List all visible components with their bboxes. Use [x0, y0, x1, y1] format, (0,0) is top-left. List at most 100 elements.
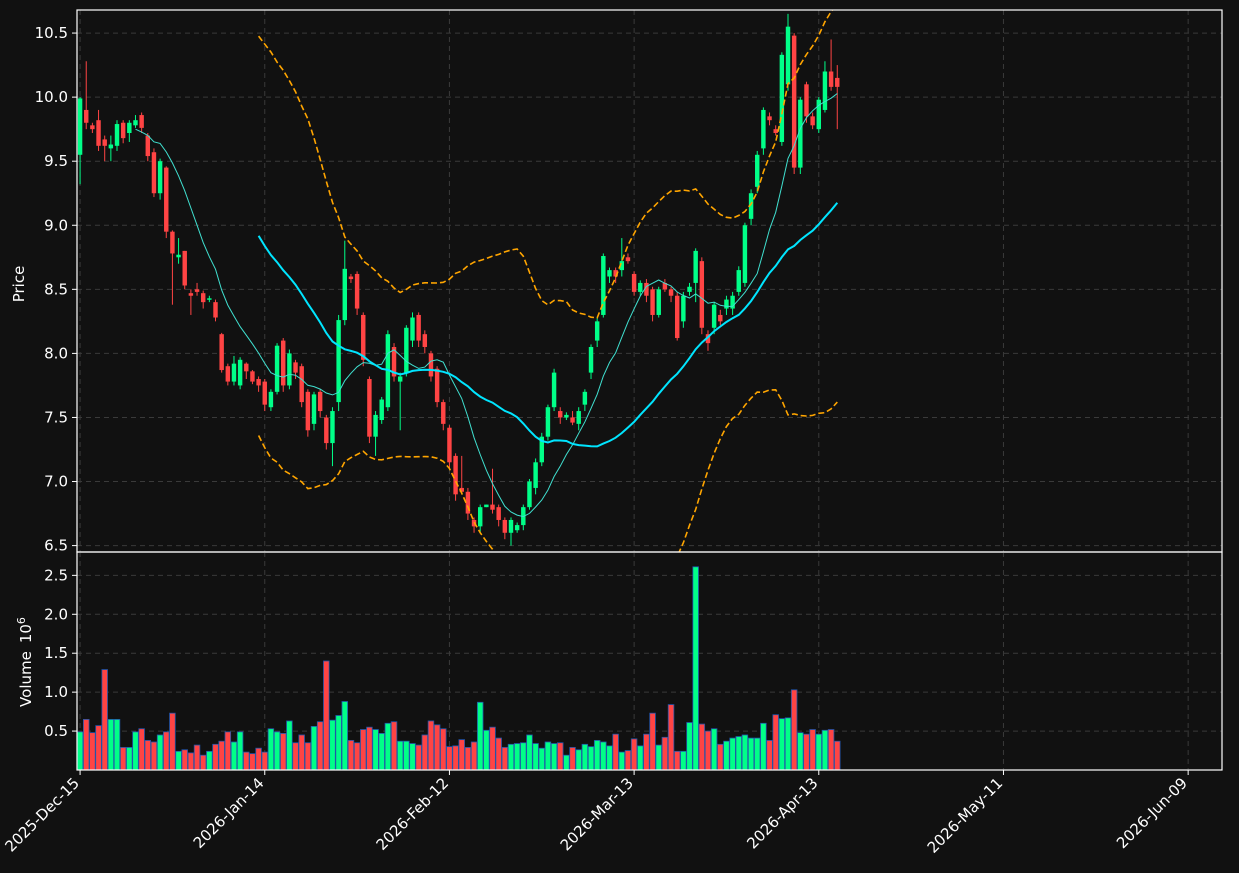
candle-body-down [699, 261, 705, 328]
candle-body-down [718, 314, 723, 322]
candle-body-down [668, 289, 674, 296]
price-tick-label: 7.0 [44, 473, 68, 491]
price-tick-label: 8.0 [44, 344, 68, 362]
volume-bar-down [323, 660, 330, 771]
candle-body-down [348, 276, 354, 280]
price-tick-label: 10.5 [35, 24, 68, 42]
candle-body-down [767, 116, 772, 121]
price-tick-label: 7.5 [44, 408, 68, 426]
candle-body-up [822, 71, 828, 110]
candle-body-down [151, 152, 157, 194]
candle-body-down [441, 402, 446, 424]
volume-bar-up [526, 734, 533, 771]
volume-bar-up [520, 742, 527, 771]
candle-body-down [324, 417, 329, 444]
volume-bar-down [421, 734, 429, 771]
candle-body-up [477, 507, 483, 527]
candle-body-up [582, 391, 588, 405]
volume-bar-up [593, 740, 601, 771]
volume-bar-down [501, 747, 509, 771]
candle-body-up [404, 327, 409, 373]
volume-tick-label: 0.5 [44, 722, 68, 740]
candle-body-up [748, 193, 754, 219]
candle-body-up [176, 254, 181, 258]
candle-body-up [681, 295, 686, 322]
volume-bar-up [741, 734, 749, 771]
volume-bar-down [83, 718, 90, 771]
volume-bar-up [784, 717, 792, 771]
volume-bar-up [760, 722, 767, 771]
candle-body-up [619, 261, 625, 271]
candle-body-down [459, 487, 464, 492]
price-overlays [135, 10, 839, 552]
candle-body-up [816, 99, 822, 130]
volume-bar-down [673, 750, 681, 771]
candle-body-up [761, 109, 766, 149]
candle-body-up [736, 270, 741, 292]
candle-body-down [613, 270, 618, 277]
candle-body-down [422, 334, 428, 347]
volume-bar-up [655, 744, 662, 771]
volume-bar-up [107, 718, 115, 771]
candle-body-down [804, 84, 809, 117]
price-tick-label: 9.0 [44, 216, 68, 234]
volume-bar-down [181, 749, 188, 771]
candle-body-down [428, 353, 434, 377]
candle-body-down [96, 120, 101, 146]
candle-body-up [527, 481, 532, 508]
volume-bar-up [132, 731, 139, 771]
volume-bar-down [150, 741, 158, 771]
candle-body-down [391, 346, 397, 377]
volume-bar-down [298, 734, 305, 771]
volume-bar-up [113, 718, 121, 771]
volume-bar-down [224, 731, 232, 771]
candle-body-down [164, 167, 169, 232]
volume-bar-up [606, 745, 613, 771]
price-panel: 6.5 7.0 7.5 8.0 8.5 9.0 9.5 10.0 10.5 Price [10, 9, 1223, 555]
candle-body-down [145, 135, 151, 157]
candle-body-up [730, 295, 735, 309]
volume-bar-up [680, 750, 687, 771]
volume-bar-down [827, 729, 835, 771]
volume-bar-up [378, 733, 385, 771]
volume-bar-down [643, 733, 650, 771]
moving-average-line [257, 202, 839, 448]
candle-body-up [564, 414, 569, 418]
candle-body-up [545, 407, 551, 437]
volume-bar-down [279, 733, 287, 771]
volume-bar-down [255, 747, 262, 771]
candle-body-up [576, 411, 581, 424]
candle-body-down [170, 231, 175, 254]
candle-body-down [674, 295, 680, 339]
candle-body-down [434, 368, 440, 403]
volume-bar-down [772, 714, 779, 771]
volume-bar-up [532, 743, 539, 771]
candle-body-down [194, 289, 200, 292]
volume-bar-down [495, 737, 502, 771]
volume-tick-label: 1.5 [44, 644, 68, 662]
volume-bar-up [550, 743, 558, 771]
candle-body-down [558, 411, 563, 418]
volume-bar-down [163, 731, 170, 771]
volume-bar-up [581, 743, 589, 771]
volume-bar-down [717, 743, 724, 771]
volume-bar-up [692, 566, 699, 771]
candle-body-up [693, 250, 698, 283]
volume-panel: 0.5 1.0 1.5 2.0 2.5 Volume 106 [15, 551, 1223, 771]
candle-body-down [102, 139, 107, 146]
volume-bar-down [624, 750, 632, 771]
candle-body-down [625, 257, 631, 262]
volume-bar-up [513, 743, 521, 771]
volume-bar-up [797, 732, 804, 771]
candle-body-down [250, 371, 255, 382]
volume-bar-up [815, 733, 823, 771]
volume-bar-up [575, 749, 582, 771]
price-y-ticks: 6.5 7.0 7.5 8.0 8.5 9.0 9.5 10.0 10.5 [35, 24, 77, 555]
volume-bar-up [723, 740, 730, 771]
volume-bar-down [803, 733, 810, 771]
candle-body-up [656, 289, 661, 315]
volume-bar-down [304, 742, 312, 771]
volume-bar-down [464, 747, 472, 771]
volume-bar-up [476, 701, 484, 771]
